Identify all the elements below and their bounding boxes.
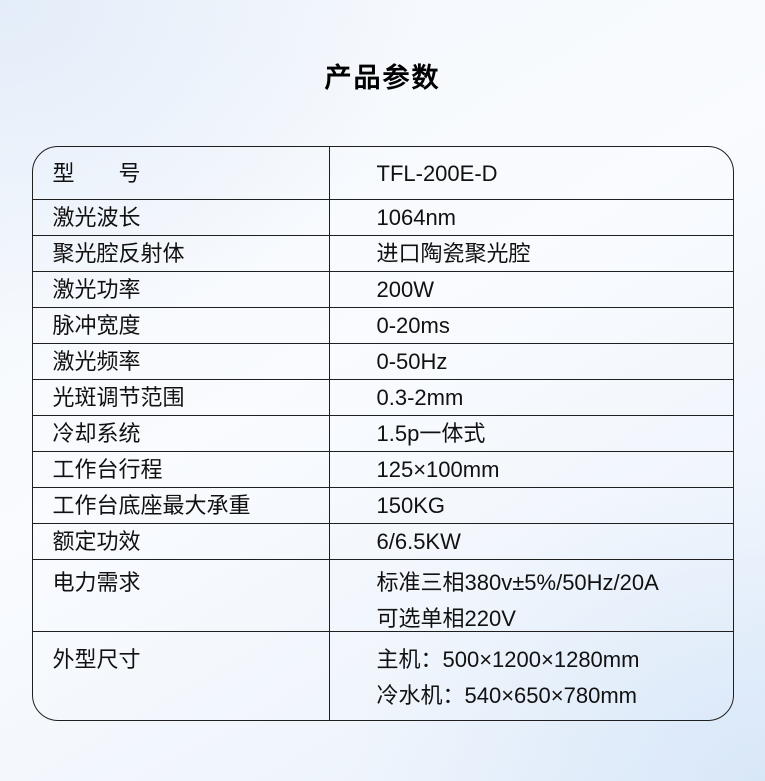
spec-label: 光斑调节范围 (33, 380, 330, 415)
spec-value: TFL-200E-D (376, 160, 498, 186)
spec-value: 0.3-2mm (376, 385, 464, 410)
spec-row-cooling: 冷却系统 1.5p一体式 (32, 415, 733, 451)
spec-row-reflector: 聚光腔反射体 进口陶瓷聚光腔 (32, 235, 733, 271)
spec-row-model: 型 号 TFL-200E-D (33, 147, 733, 199)
page-title: 产品参数 (324, 63, 441, 93)
spec-row-pulse-width: 脉冲宽度 0-20ms (32, 307, 733, 343)
spec-label: 型 号 (33, 147, 330, 199)
spec-value: 6/6.5KW (376, 529, 461, 554)
spec-label: 冷却系统 (33, 416, 330, 451)
spec-label: 工作台行程 (33, 452, 330, 487)
spec-label: 额定功效 (33, 524, 330, 559)
spec-value: 125×100mm (376, 457, 500, 482)
spec-value: 主机：500×1200×1280mm 冷水机：540×650×780mm (330, 632, 733, 720)
spec-row-power-requirement: 电力需求 标准三相380v±5%/50Hz/20A 可选单相220V (32, 559, 733, 637)
spec-label: 聚光腔反射体 (33, 236, 330, 271)
spec-value-line: 冷水机：540×650×780mm (376, 683, 637, 708)
spec-value: 0-20ms (376, 313, 450, 338)
product-spec-table: 型 号 TFL-200E-D 激光波长 1064nm 聚光腔反射体 进口陶瓷聚光… (31, 146, 734, 721)
spec-row-wavelength: 激光波长 1064nm (32, 199, 733, 235)
spec-row-max-load: 工作台底座最大承重 150KG (32, 487, 733, 523)
spec-label: 激光波长 (33, 200, 330, 235)
spec-value: 1.5p一体式 (376, 421, 486, 446)
spec-value: 1064nm (376, 205, 457, 230)
spec-value-line: 可选单相220V (376, 606, 516, 631)
spec-value: 200W (376, 277, 434, 302)
spec-label: 脉冲宽度 (33, 308, 330, 343)
spec-row-rated-power: 额定功效 6/6.5KW (32, 523, 733, 559)
spec-label: 工作台底座最大承重 (33, 488, 330, 523)
spec-value-line: 主机：500×1200×1280mm (376, 647, 640, 672)
spec-label: 外型尺寸 (33, 632, 330, 720)
spec-row-dimensions: 外型尺寸 主机：500×1200×1280mm 冷水机：540×650×780m… (32, 631, 733, 720)
spec-row-frequency: 激光频率 0-50Hz (32, 343, 733, 379)
spec-row-spot-range: 光斑调节范围 0.3-2mm (32, 379, 733, 415)
spec-value: 进口陶瓷聚光腔 (376, 241, 531, 266)
spec-row-laser-power: 激光功率 200W (32, 271, 733, 307)
spec-value: 150KG (376, 493, 446, 518)
spec-row-worktable-travel: 工作台行程 125×100mm (32, 451, 733, 487)
spec-value: 0-50Hz (376, 349, 448, 374)
spec-label: 电力需求 (33, 560, 330, 637)
spec-value-line: 标准三相380v±5%/50Hz/20A (376, 570, 659, 595)
spec-label: 激光频率 (33, 344, 330, 379)
spec-label: 激光功率 (33, 272, 330, 307)
spec-value: 标准三相380v±5%/50Hz/20A 可选单相220V (330, 560, 733, 637)
